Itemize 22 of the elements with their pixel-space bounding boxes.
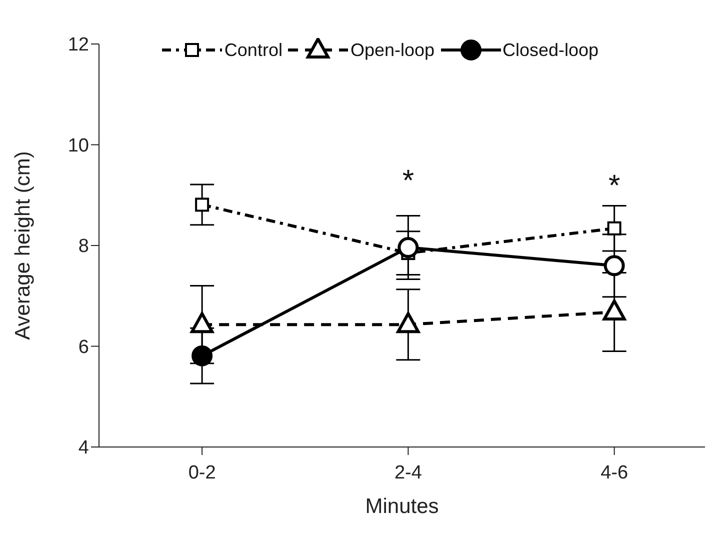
annotation: *	[402, 164, 414, 198]
point	[396, 312, 420, 334]
y-axis-title: Average height (cm)	[11, 151, 34, 340]
x-tick-label: 0-2	[188, 462, 216, 484]
y-tick-label: 12	[68, 34, 89, 56]
x-tick-label: 2-4	[394, 462, 422, 484]
point	[607, 221, 622, 236]
y-tick-label: 8	[78, 236, 89, 258]
point	[195, 198, 210, 212]
legend-label: Closed-loop	[502, 40, 599, 60]
x-tick-label: 4-6	[600, 462, 628, 484]
legend-label: Open-loop	[350, 40, 435, 60]
y-tick-label: 4	[78, 438, 90, 459]
y-tick-label: 10	[68, 135, 89, 156]
point	[190, 312, 214, 334]
legend-label: Control	[224, 40, 282, 60]
x-axis-title: Minutes	[365, 495, 439, 518]
annotation: *	[608, 170, 620, 203]
point	[604, 255, 625, 276]
y-tick-label: 6	[78, 336, 89, 358]
point	[602, 299, 626, 320]
point	[398, 237, 419, 258]
